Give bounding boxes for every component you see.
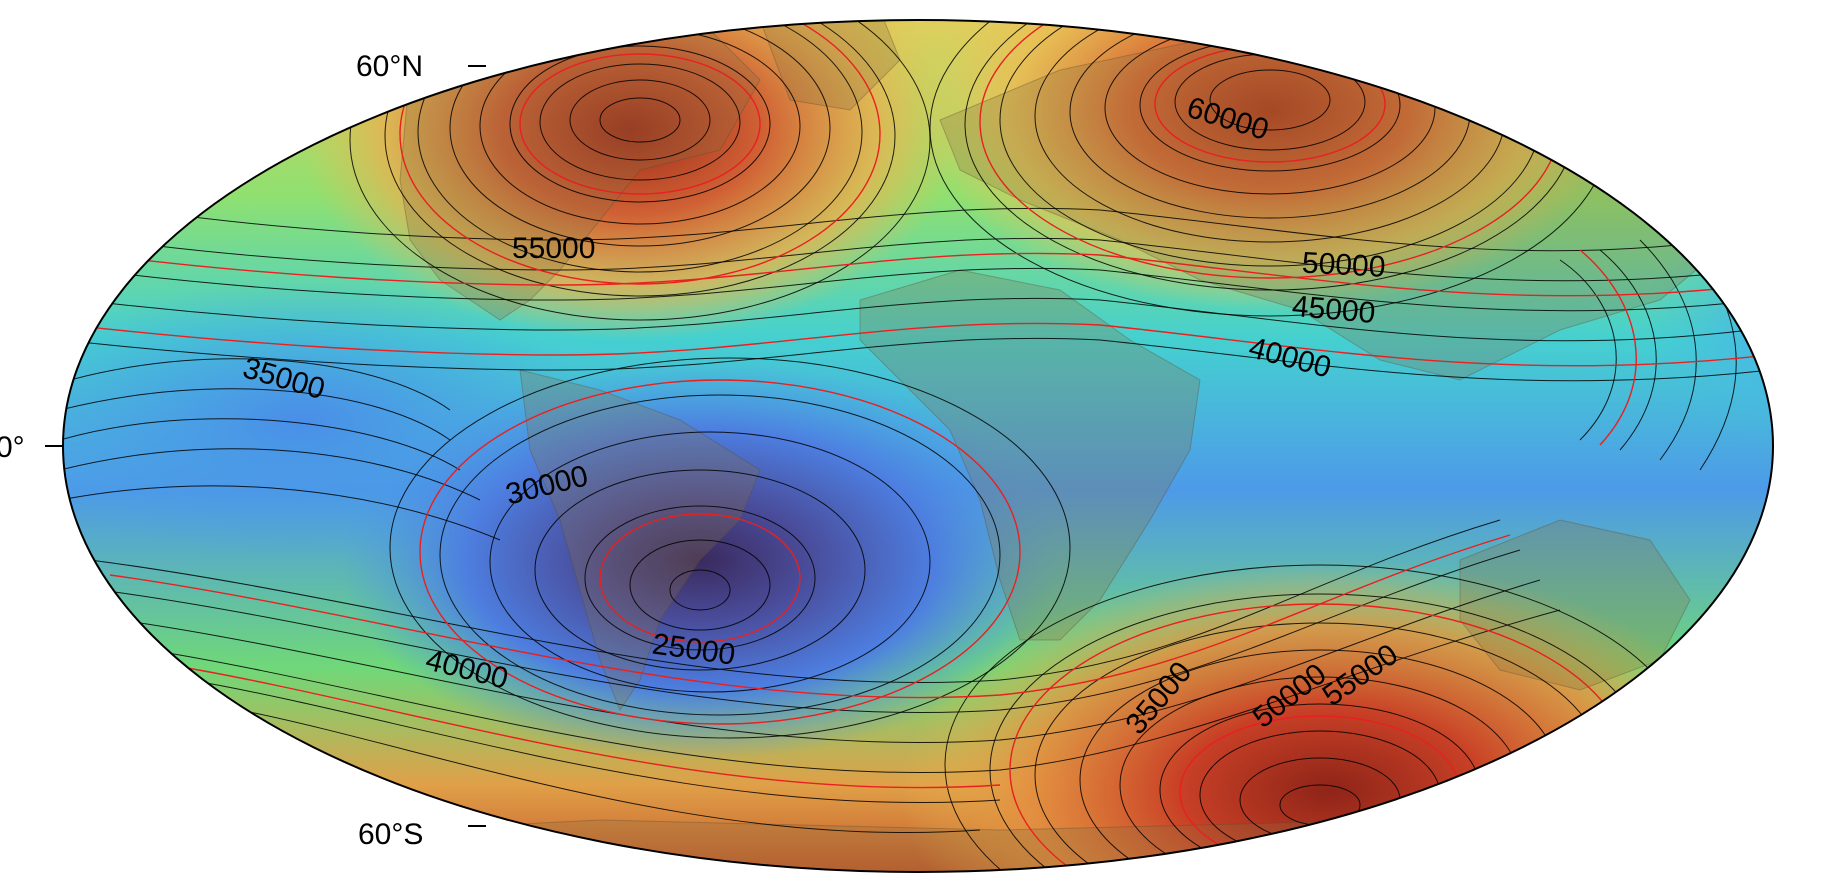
antarctica-land bbox=[199, 819, 1701, 872]
lat-label-60n: 60°N bbox=[356, 50, 423, 83]
latitude-labels: 60°N 0° 60°S bbox=[0, 50, 423, 851]
contour-label-45000: 45000 bbox=[1291, 290, 1377, 330]
lat-label-equator: 0° bbox=[0, 431, 25, 464]
contour-label-50000-north: 50000 bbox=[1301, 247, 1386, 284]
contour-label-55000-north: 55000 bbox=[512, 232, 595, 265]
lat-label-60s: 60°S bbox=[358, 818, 423, 851]
south-america-land bbox=[519, 369, 761, 712]
contour-lines-red bbox=[69, 20, 1771, 872]
africa-land bbox=[859, 269, 1201, 641]
map-frame bbox=[45, 19, 1774, 873]
